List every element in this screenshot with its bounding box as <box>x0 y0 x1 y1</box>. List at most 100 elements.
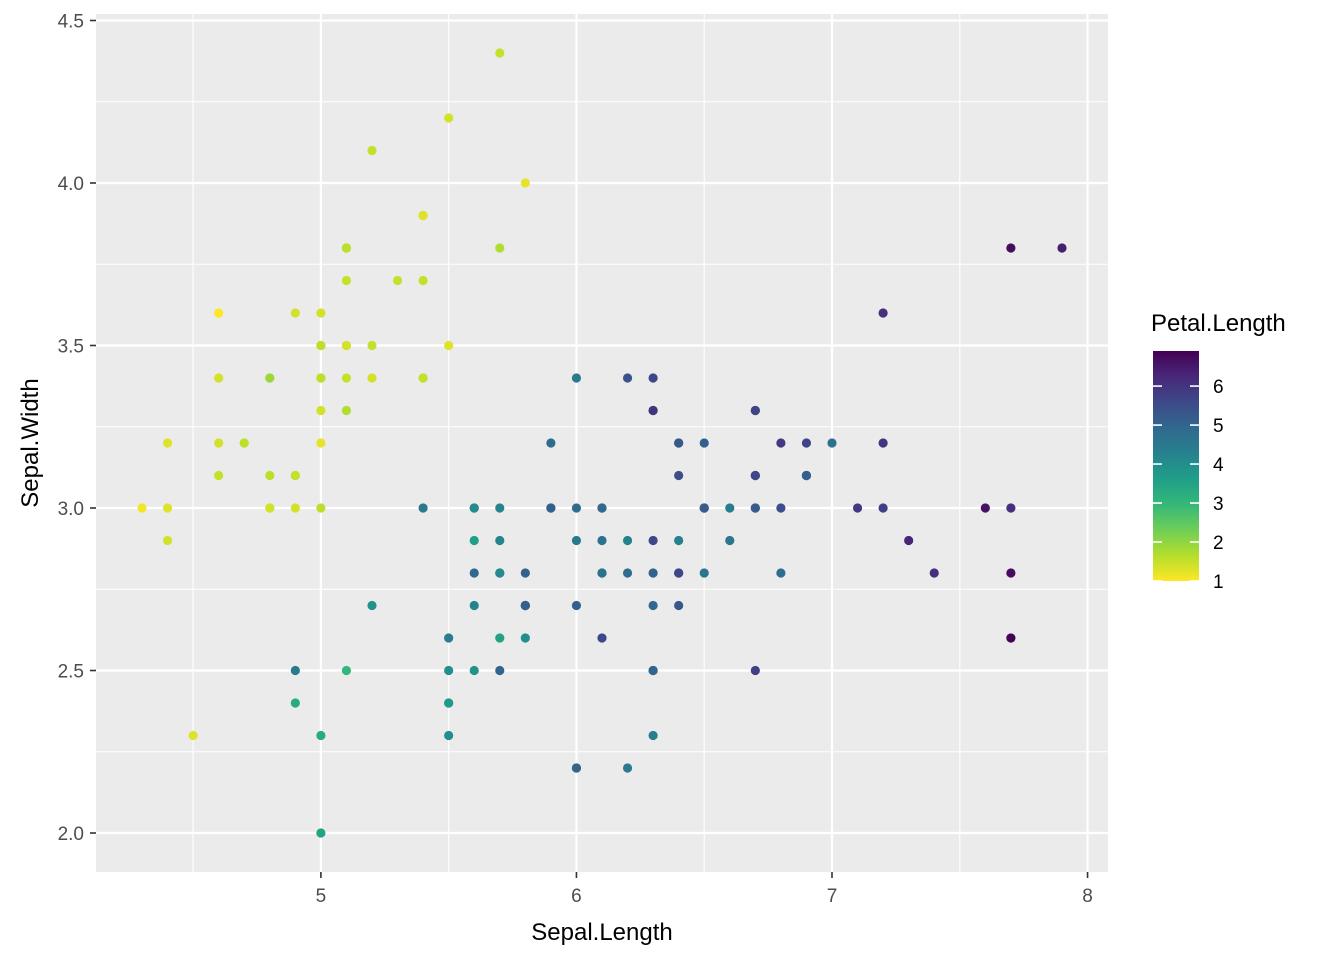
data-point <box>341 405 352 416</box>
data-point <box>674 600 684 611</box>
data-point <box>622 763 633 773</box>
data-points <box>137 48 1067 838</box>
data-point <box>367 373 377 383</box>
legend-tick-label: 1 <box>1213 572 1224 593</box>
data-point <box>801 438 812 448</box>
data-point <box>622 568 633 578</box>
data-point <box>188 730 198 741</box>
data-point <box>316 340 326 351</box>
data-point <box>162 503 173 513</box>
data-point <box>290 698 300 708</box>
data-point <box>290 470 300 481</box>
data-point <box>597 535 607 546</box>
data-point <box>444 698 454 708</box>
data-point <box>495 568 505 578</box>
data-point <box>469 600 479 611</box>
legend-tick-label: 6 <box>1213 377 1224 398</box>
data-point <box>316 828 326 838</box>
data-point <box>725 535 735 546</box>
data-point <box>495 243 505 253</box>
data-point <box>444 633 454 643</box>
data-point <box>699 568 709 578</box>
plot-panel <box>96 14 1108 872</box>
legend-tick-label: 2 <box>1213 533 1224 554</box>
data-point <box>776 503 786 513</box>
data-point <box>341 275 352 286</box>
data-point <box>878 503 888 513</box>
data-point <box>674 568 684 578</box>
data-point <box>392 275 403 286</box>
data-point <box>290 665 300 676</box>
data-point <box>520 568 530 578</box>
y-tick-label: 4.0 <box>58 174 84 195</box>
data-point <box>290 503 300 513</box>
data-point <box>341 340 352 351</box>
data-point <box>469 535 479 546</box>
data-point <box>214 470 224 481</box>
data-point <box>750 470 760 481</box>
y-axis-title: Sepal.Width <box>17 378 44 507</box>
data-point <box>776 568 786 578</box>
legend-tick-label: 5 <box>1213 416 1224 437</box>
data-point <box>469 568 479 578</box>
data-point <box>1006 633 1016 643</box>
legend-title: Petal.Length <box>1151 310 1286 337</box>
y-tick-label: 2.5 <box>58 662 84 683</box>
data-point <box>1057 243 1067 253</box>
data-point <box>546 503 556 513</box>
data-point <box>418 210 428 221</box>
x-tick-label: 6 <box>571 886 582 907</box>
data-point <box>495 665 505 676</box>
data-point <box>214 438 224 448</box>
x-axis-title: Sepal.Length <box>531 919 672 946</box>
data-point <box>1006 503 1016 513</box>
data-point <box>520 600 530 611</box>
data-point <box>341 373 352 383</box>
data-point <box>750 503 760 513</box>
data-point <box>648 405 658 416</box>
data-point <box>265 503 275 513</box>
data-point <box>827 438 837 448</box>
data-point <box>214 308 224 318</box>
data-point <box>597 503 607 513</box>
data-point <box>162 535 173 546</box>
legend: Petal.Length 1 2 3 4 5 6 <box>1151 310 1286 593</box>
data-point <box>597 633 607 643</box>
data-point <box>316 308 326 318</box>
data-point <box>648 600 658 611</box>
data-point <box>265 470 275 481</box>
data-point <box>674 535 684 546</box>
data-point <box>469 503 479 513</box>
data-point <box>495 503 505 513</box>
data-point <box>674 470 684 481</box>
y-tick-label: 3.0 <box>58 499 84 520</box>
data-point <box>648 665 658 676</box>
data-point <box>980 503 990 513</box>
data-point <box>418 275 428 286</box>
data-point <box>1006 568 1016 578</box>
data-point <box>341 665 352 676</box>
data-point <box>495 633 505 643</box>
x-tick-label: 7 <box>827 886 838 907</box>
legend-tick-label: 4 <box>1213 455 1224 476</box>
data-point <box>418 373 428 383</box>
data-point <box>367 340 377 351</box>
data-point <box>571 763 582 773</box>
y-tick-label: 3.5 <box>58 337 84 358</box>
y-tick-label: 2.0 <box>58 824 84 845</box>
data-point <box>290 308 300 318</box>
data-point <box>162 438 173 448</box>
data-point <box>571 373 582 383</box>
data-point <box>852 503 863 513</box>
data-point <box>648 373 658 383</box>
data-point <box>469 665 479 676</box>
data-point <box>648 730 658 741</box>
data-point <box>699 438 709 448</box>
data-point <box>265 373 275 383</box>
data-point <box>214 373 224 383</box>
data-point <box>904 535 914 546</box>
data-point <box>648 535 658 546</box>
data-point <box>316 405 326 416</box>
